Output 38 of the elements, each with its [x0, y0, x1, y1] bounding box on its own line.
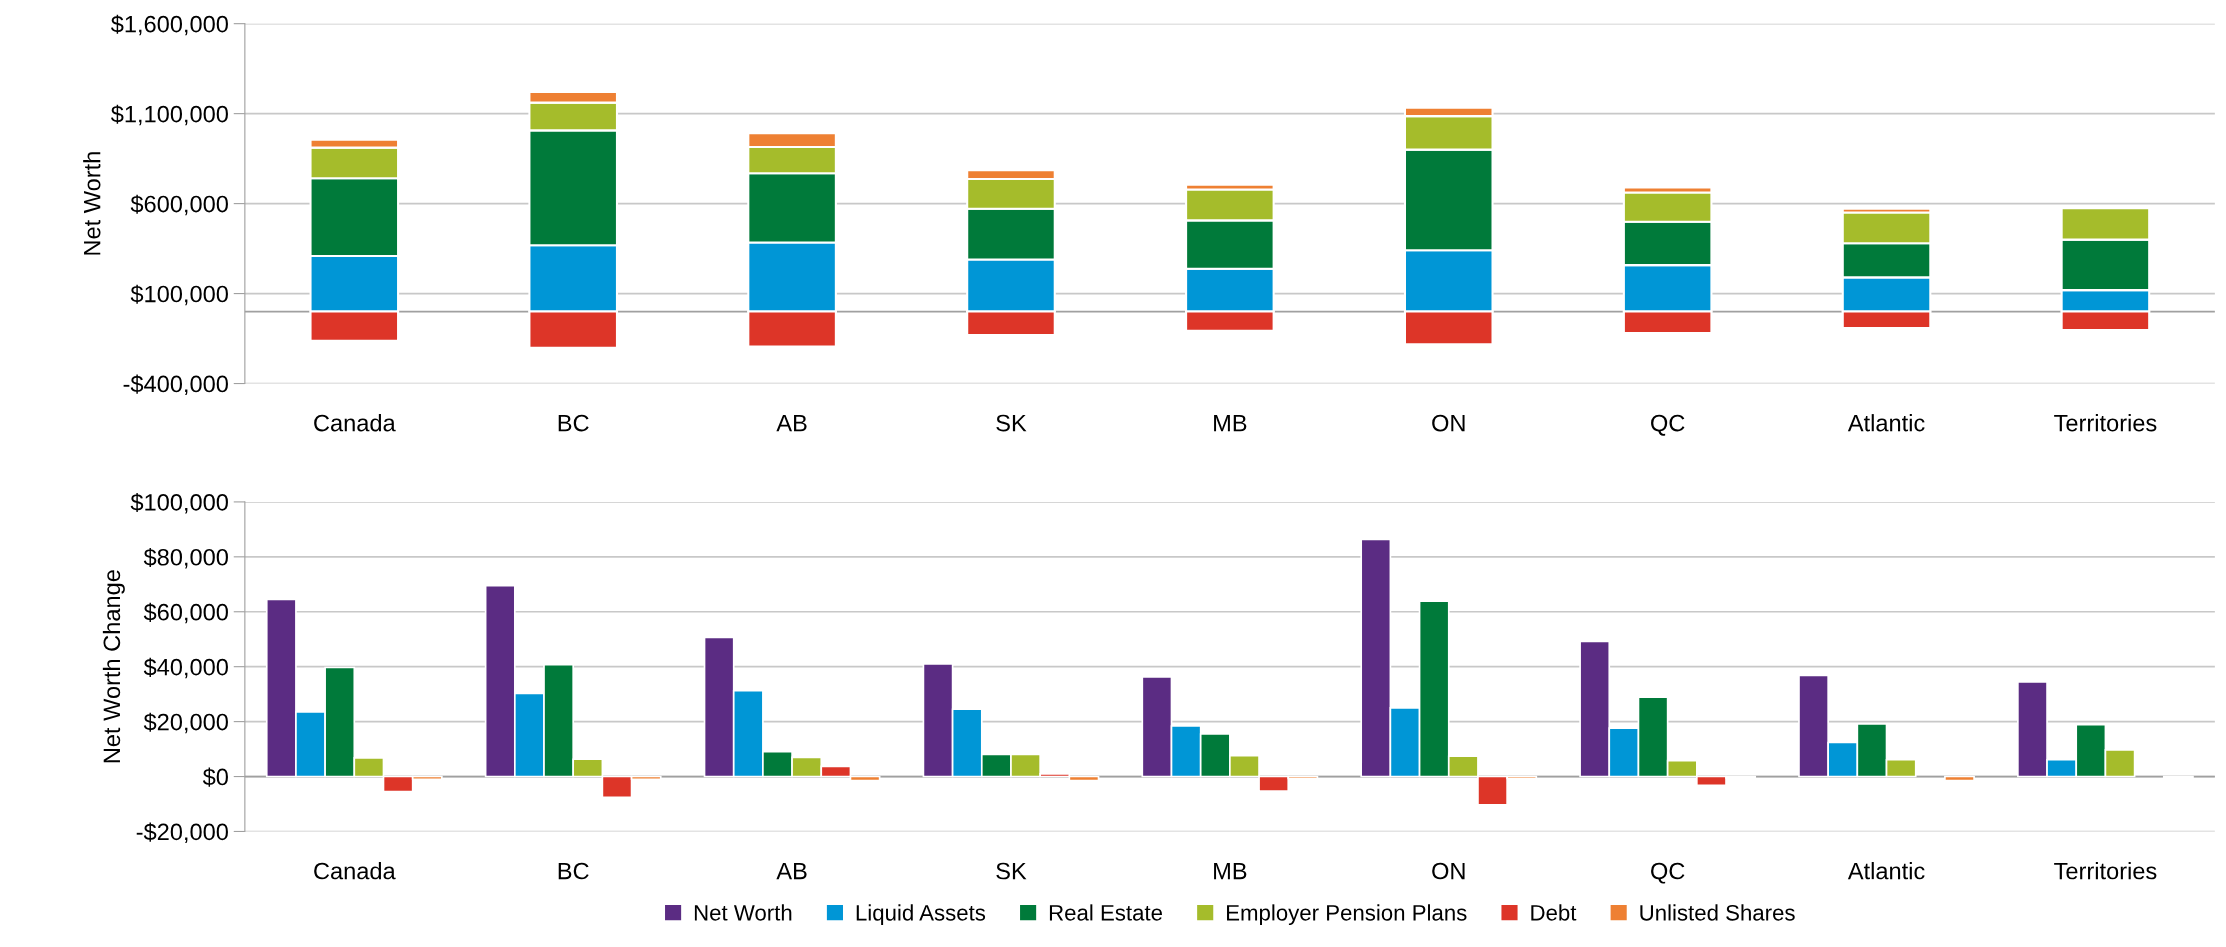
y-tick-label: -$20,000 — [136, 822, 228, 844]
y-tick-label: $60,000 — [143, 602, 228, 624]
x-tick-label: Canada — [314, 862, 396, 880]
x-tick-label: Territories — [2054, 414, 2157, 432]
x-tick-label: QC — [1651, 414, 1685, 436]
x-tick-label: BC — [558, 862, 589, 880]
x-tick-label: AB — [776, 862, 807, 880]
y-tick-label: $80,000 — [143, 547, 228, 569]
x-tick-label: Canada — [314, 414, 396, 432]
y-tick-label: $0 — [202, 767, 228, 787]
y-tick-label: $1,600,000 — [110, 14, 228, 36]
x-tick-label: Atlantic — [1847, 414, 1925, 432]
legend-label: Real Estate — [1049, 904, 1162, 921]
y-tick-label: $40,000 — [143, 657, 228, 679]
y-axis-title: Net Worth — [83, 152, 101, 255]
x-tick-label: MB — [1214, 414, 1247, 432]
y-axis-title: Net Worth Change — [102, 570, 125, 763]
x-tick-label: Atlantic — [1847, 862, 1925, 880]
x-tick-label: SK — [996, 862, 1027, 880]
legend-label: Debt — [1531, 904, 1577, 921]
y-tick-label: -$400,000 — [123, 374, 228, 396]
y-tick-label: $1,100,000 — [110, 104, 228, 126]
x-tick-label: ON — [1432, 862, 1465, 880]
x-tick-label: MB — [1214, 862, 1247, 880]
y-tick-label: $600,000 — [130, 194, 228, 216]
x-tick-label: AB — [776, 414, 807, 432]
y-tick-label: $100,000 — [130, 492, 228, 514]
x-tick-label: QC — [1651, 862, 1685, 884]
legend-label: Net Worth — [694, 904, 792, 921]
y-tick-label: $20,000 — [143, 712, 228, 734]
y-tick-label: $100,000 — [130, 284, 228, 306]
x-tick-label: BC — [558, 414, 589, 432]
legend-label: Liquid Assets — [856, 904, 986, 926]
x-tick-label: SK — [996, 414, 1027, 432]
legend-label: Employer Pension Plans — [1227, 904, 1467, 926]
x-tick-label: Territories — [2054, 862, 2157, 880]
x-tick-label: ON — [1432, 414, 1465, 432]
legend-label: Unlisted Shares — [1640, 904, 1795, 921]
